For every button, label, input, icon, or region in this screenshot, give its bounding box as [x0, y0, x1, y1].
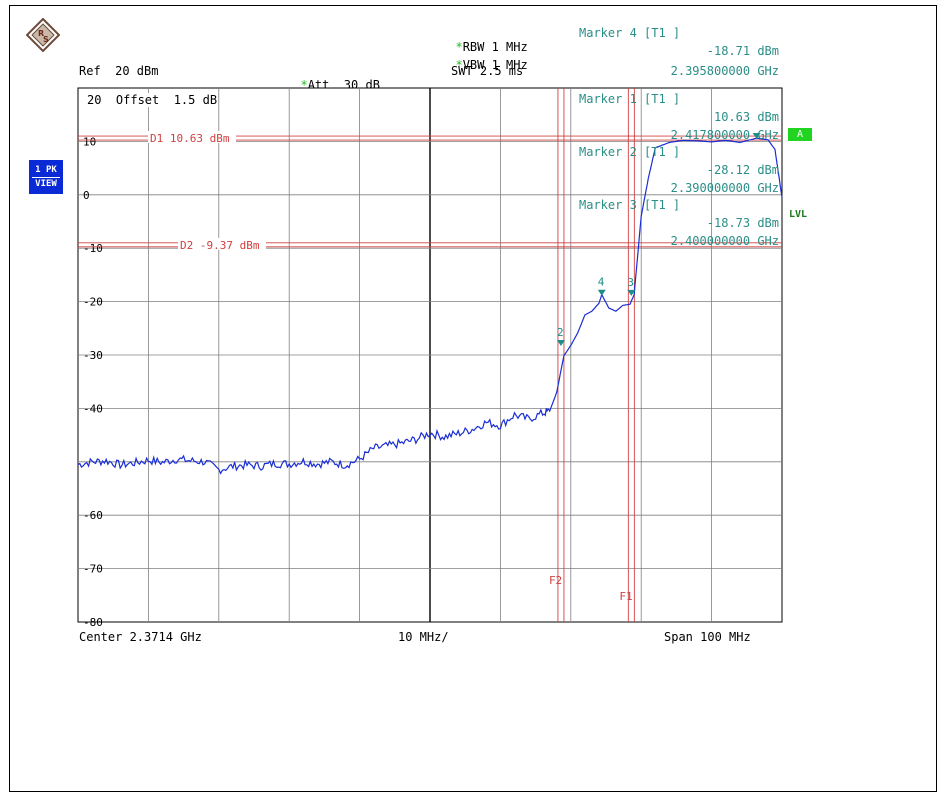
y-tick-label: 10	[83, 135, 96, 148]
freq-line-label: F2	[549, 574, 562, 587]
display-line-label: D2 -9.37 dBm	[180, 239, 260, 252]
offset-label: 20 Offset 1.5 dB	[87, 93, 218, 107]
marker-label: 3	[627, 276, 634, 289]
vbw-star: *	[455, 58, 463, 72]
marker4-level: -18.71 dBm	[706, 44, 779, 58]
rbw-text: RBW 1 MHz	[462, 40, 528, 54]
y-tick-label: 0	[83, 189, 90, 202]
svg-text:R: R	[38, 29, 44, 38]
rbw-star: *	[455, 40, 463, 54]
marker-triangle	[752, 133, 761, 140]
division-label: 10 MHz/	[398, 630, 449, 644]
marker-readout-level: -28.12 dBm	[706, 163, 779, 177]
marker-label: 2	[557, 326, 564, 339]
marker-readout-level: 10.63 dBm	[713, 110, 779, 124]
marker-readout-title: Marker 3 [T1 ]	[579, 198, 681, 212]
y-tick-label: -70	[83, 563, 103, 576]
marker-triangle	[597, 289, 606, 296]
display-line-label-bg	[178, 237, 266, 250]
display-line-label: D1 10.63 dBm	[150, 132, 230, 145]
att-star: *	[300, 78, 308, 92]
freq-line-label: F1	[619, 590, 632, 603]
marker4-freq: 2.395800000 GHz	[670, 64, 779, 78]
y-tick-label: -40	[83, 402, 103, 415]
y-tick-label: -60	[83, 509, 103, 522]
y-tick-label: -20	[83, 296, 103, 309]
display-line-label-bg	[148, 131, 236, 144]
marker-readout-freq: 2.400000000 GHz	[670, 234, 779, 248]
marker-readout-freq: 2.390000000 GHz	[670, 181, 779, 195]
trace-mode-badge: 1 PK VIEW	[29, 160, 63, 194]
y-tick-label: -80	[83, 616, 103, 629]
swt-label: SWT 2.5 ms	[451, 64, 524, 78]
lvl-indicator: LVL	[789, 209, 808, 220]
marker-triangle	[627, 289, 636, 296]
y-tick-label: -30	[83, 349, 103, 362]
channel-badge: A	[788, 128, 812, 141]
marker-readout-title: Marker 2 [T1 ]	[579, 145, 681, 159]
vbw-label: *VBW 1 MHz	[441, 44, 528, 72]
span-label: Span 100 MHz	[664, 630, 751, 644]
marker-readout-title: Marker 1 [T1 ]	[579, 92, 681, 106]
marker-readout-level: -18.73 dBm	[706, 216, 779, 230]
marker-label: 4	[598, 276, 605, 289]
marker-triangle	[556, 339, 565, 346]
rohde-schwarz-logo-icon: R S	[26, 18, 60, 52]
trace-line	[77, 137, 783, 475]
svg-text:S: S	[43, 35, 49, 44]
trace-mode-line2: VIEW	[35, 179, 57, 189]
marker-readout-freq: 2.417800000 GHz	[670, 128, 779, 142]
rbw-label: *RBW 1 MHz	[441, 26, 528, 54]
ref-label: Ref 20 dBm	[79, 64, 159, 78]
center-frequency-label: Center 2.3714 GHz	[79, 630, 202, 644]
marker4-title: Marker 4 [T1 ]	[579, 26, 681, 40]
trace-mode-line1: 1 PK	[35, 165, 57, 175]
y-tick-label: -10	[83, 242, 103, 255]
vbw-text: VBW 1 MHz	[462, 58, 528, 72]
